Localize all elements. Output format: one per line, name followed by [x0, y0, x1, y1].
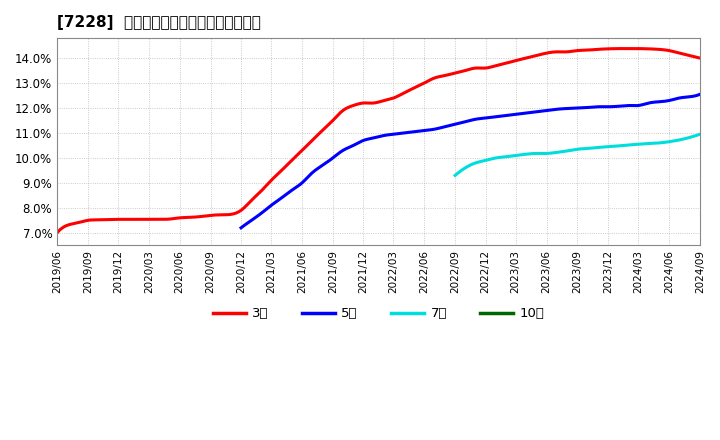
Legend: 3年, 5年, 7年, 10年: 3年, 5年, 7年, 10年: [207, 302, 549, 326]
Text: [7228]  経常利益マージンの平均値の推移: [7228] 経常利益マージンの平均値の推移: [57, 15, 261, 30]
